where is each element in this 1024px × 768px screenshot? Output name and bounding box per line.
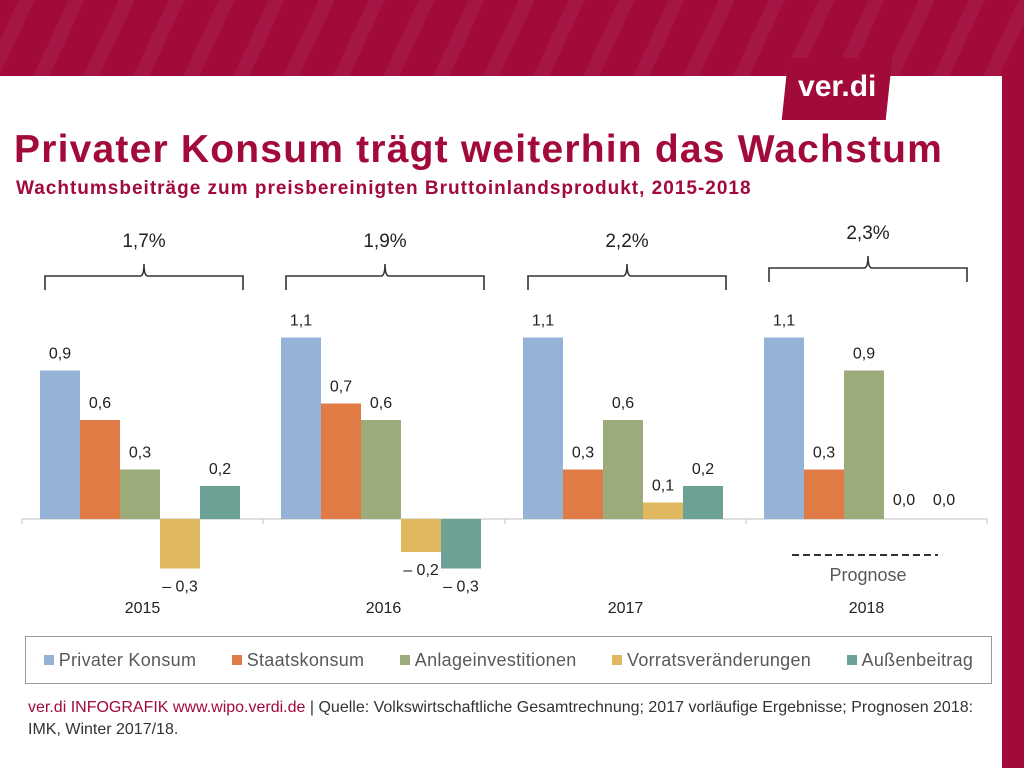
footer-text: | Quelle: Volkswirtschaftliche Gesamtrec… <box>28 699 974 738</box>
data-label: – 0,3 <box>162 579 198 596</box>
total-bracket <box>285 263 485 290</box>
legend-label: Staatskonsum <box>246 649 365 670</box>
legend-swatch <box>612 655 622 665</box>
x-tick-label: 2018 <box>849 600 885 617</box>
data-label: 0,6 <box>89 395 111 412</box>
data-label: 0,6 <box>612 395 634 412</box>
legend-item: Staatskonsum <box>231 649 365 671</box>
legend-item: Privater Konsum <box>43 649 197 671</box>
bar-staatskonsum-2017 <box>563 469 603 519</box>
bar-vorratsver-nderungen-2015 <box>160 519 200 569</box>
total-bracket <box>768 255 968 282</box>
bar-staatskonsum-2015 <box>80 420 120 519</box>
bar-staatskonsum-2018 <box>804 469 844 519</box>
bar-staatskonsum-2016 <box>321 403 361 519</box>
bar-vorratsver-nderungen-2016 <box>401 519 441 552</box>
bar-anlageinvestitionen-2016 <box>361 420 401 519</box>
footer-source: ver.di INFOGRAFIK www.wipo.verdi.de <box>28 699 306 716</box>
data-label: 0,2 <box>209 461 231 478</box>
data-label: 0,9 <box>853 346 875 363</box>
bar-privater-konsum-2018 <box>764 337 804 519</box>
legend-swatch <box>231 655 242 665</box>
x-tick-label: 2016 <box>366 600 402 617</box>
data-label: – 0,2 <box>403 562 439 579</box>
data-label: – 0,3 <box>443 579 479 596</box>
x-tick-label: 2015 <box>125 600 161 617</box>
legend-label: Außenbeitrag <box>861 649 974 670</box>
legend-swatch <box>399 655 410 665</box>
total-bracket <box>44 263 244 290</box>
data-label: 1,1 <box>773 313 795 330</box>
chart-legend: Privater Konsum Staatskonsum Anlageinvesti… <box>25 636 992 684</box>
footer-note: ver.di INFOGRAFIK www.wipo.verdi.de | Qu… <box>28 697 978 741</box>
bar-au-enbeitrag-2015 <box>200 486 240 519</box>
prognose-label: Prognose <box>829 565 906 585</box>
data-label: 0,1 <box>652 478 674 495</box>
legend-label: Vorratsveränderungen <box>627 649 812 670</box>
legend-item: Anlageinvestitionen <box>399 649 577 671</box>
side-band <box>1002 76 1024 768</box>
data-label: 0,3 <box>129 445 151 462</box>
data-label: 0,2 <box>692 461 714 478</box>
bar-au-enbeitrag-2017 <box>683 486 723 519</box>
data-label: 0,7 <box>330 379 352 396</box>
legend-swatch <box>846 655 857 665</box>
data-label: 0,3 <box>813 445 835 462</box>
x-tick-label: 2017 <box>608 600 644 617</box>
total-label: 2,2% <box>605 231 648 252</box>
data-label: 0,6 <box>370 395 392 412</box>
legend-swatch <box>43 655 54 665</box>
bar-anlageinvestitionen-2018 <box>844 370 884 519</box>
legend-label: Anlageinvestitionen <box>414 649 577 670</box>
page-subtitle: Wachtumsbeiträge zum preisbereinigten Br… <box>16 178 752 199</box>
data-label: 0,0 <box>893 492 915 509</box>
data-label: 0,9 <box>49 346 71 363</box>
bar-anlageinvestitionen-2017 <box>603 420 643 519</box>
bar-anlageinvestitionen-2015 <box>120 469 160 519</box>
data-label: 0,0 <box>933 492 955 509</box>
bar-au-enbeitrag-2016 <box>441 519 481 569</box>
page-title: Privater Konsum trägt weiterhin das Wach… <box>14 128 944 171</box>
legend-label: Privater Konsum <box>58 649 197 670</box>
data-label: 1,1 <box>532 313 554 330</box>
total-label: 2,3% <box>846 223 889 244</box>
bar-privater-konsum-2017 <box>523 337 563 519</box>
total-label: 1,9% <box>363 231 406 252</box>
legend-item: Vorratsveränderungen <box>612 650 811 671</box>
bar-privater-konsum-2015 <box>40 370 80 519</box>
legend-item: Außenbeitrag <box>846 649 974 671</box>
data-label: 0,3 <box>572 445 594 462</box>
total-bracket <box>527 263 727 290</box>
bar-privater-konsum-2016 <box>281 337 321 519</box>
bar-vorratsver-nderungen-2017 <box>643 502 683 519</box>
data-label: 1,1 <box>290 313 312 330</box>
total-label: 1,7% <box>122 231 165 252</box>
